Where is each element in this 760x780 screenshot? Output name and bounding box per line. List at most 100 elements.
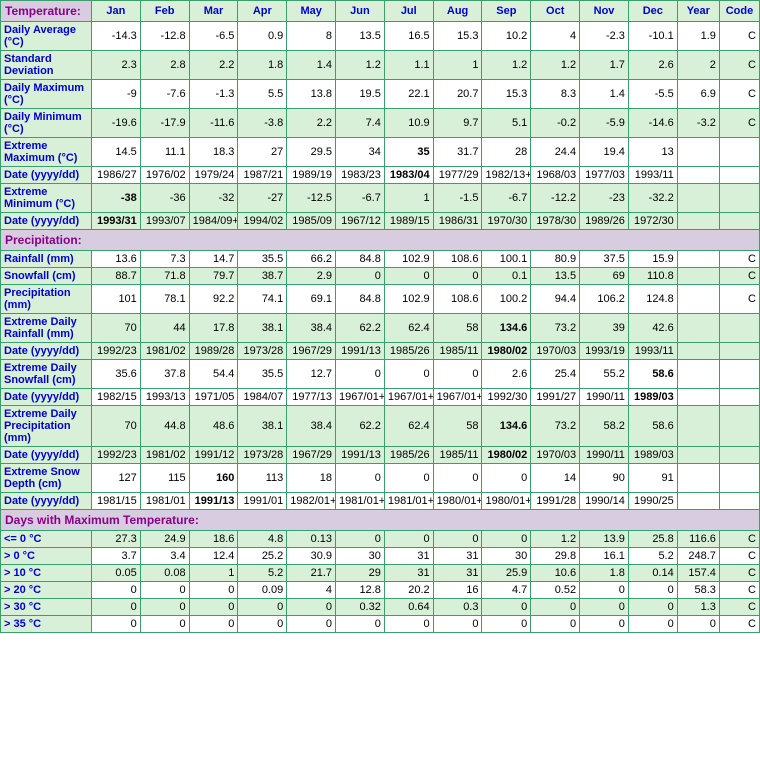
- col-header-link[interactable]: Mar: [204, 5, 224, 17]
- row-header-link[interactable]: > 30 °C: [4, 601, 41, 613]
- row-header-link[interactable]: Extreme Minimum (°C): [4, 186, 75, 210]
- row-header-link[interactable]: Daily Average (°C): [4, 24, 76, 48]
- col-header-link[interactable]: Nov: [594, 5, 615, 17]
- row-header-link[interactable]: > 35 °C: [4, 618, 41, 630]
- cell: 0: [677, 616, 719, 633]
- cell: 2.2: [189, 51, 238, 80]
- col-header: Jan: [91, 1, 140, 22]
- row-header-link[interactable]: Date (yyyy/dd): [4, 391, 79, 403]
- col-header-link[interactable]: Jun: [350, 5, 370, 17]
- cell: 70: [91, 406, 140, 447]
- col-header: Nov: [580, 1, 629, 22]
- cell: 30: [482, 548, 531, 565]
- row-header-link[interactable]: Extreme Daily Rainfall (mm): [4, 316, 77, 340]
- cell: [719, 343, 759, 360]
- cell: -6.7: [482, 184, 531, 213]
- row-header-link[interactable]: Extreme Snow Depth (cm): [4, 466, 80, 490]
- cell: [719, 447, 759, 464]
- col-header-link[interactable]: Oct: [546, 5, 564, 17]
- cell: 20.7: [433, 80, 482, 109]
- cell: 2.2: [287, 109, 336, 138]
- section-link[interactable]: Precipitation:: [5, 233, 82, 247]
- col-header-link[interactable]: Aug: [447, 5, 468, 17]
- row-header-link[interactable]: Date (yyyy/dd): [4, 215, 79, 227]
- cell: 58: [433, 314, 482, 343]
- row-header-link[interactable]: <= 0 °C: [4, 533, 41, 545]
- row-header-link[interactable]: > 0 °C: [4, 550, 35, 562]
- cell: 1993/11: [628, 343, 677, 360]
- col-header-link[interactable]: Year: [687, 5, 710, 17]
- cell: 34: [336, 138, 385, 167]
- cell: 29.8: [531, 548, 580, 565]
- col-header-link[interactable]: Sep: [496, 5, 516, 17]
- section-link[interactable]: Days with Maximum Temperature:: [5, 513, 199, 527]
- table-row: > 20 °C0000.09412.820.2164.70.520058.3C: [1, 582, 760, 599]
- cell: 38.7: [238, 268, 287, 285]
- cell: 1991/13: [336, 447, 385, 464]
- cell: 0: [482, 464, 531, 493]
- row-header-link[interactable]: Date (yyyy/dd): [4, 345, 79, 357]
- cell: 0: [580, 582, 629, 599]
- cell: 10.9: [384, 109, 433, 138]
- row-header-link[interactable]: > 10 °C: [4, 567, 41, 579]
- cell: [677, 493, 719, 510]
- row-header-link[interactable]: Extreme Daily Snowfall (cm): [4, 362, 77, 386]
- cell: C: [719, 22, 759, 51]
- cell: 3.4: [140, 548, 189, 565]
- row-header-link[interactable]: Precipitation (mm): [4, 287, 71, 311]
- cell: [677, 464, 719, 493]
- row-header: Extreme Daily Precipitation (mm): [1, 406, 92, 447]
- cell: 102.9: [384, 251, 433, 268]
- cell: 1.2: [336, 51, 385, 80]
- col-header-link[interactable]: Code: [726, 5, 754, 17]
- row-header-link[interactable]: Extreme Daily Precipitation (mm): [4, 408, 77, 444]
- row-header: > 35 °C: [1, 616, 92, 633]
- cell: 1989/15: [384, 213, 433, 230]
- cell: -3.2: [677, 109, 719, 138]
- cell: 18.3: [189, 138, 238, 167]
- section-link[interactable]: Temperature:: [5, 4, 81, 18]
- col-header-link[interactable]: Jan: [106, 5, 125, 17]
- cell: -17.9: [140, 109, 189, 138]
- cell: 1984/09+: [189, 213, 238, 230]
- cell: 31.7: [433, 138, 482, 167]
- row-header-link[interactable]: Rainfall (mm): [4, 253, 74, 265]
- col-header-link[interactable]: Apr: [253, 5, 272, 17]
- cell: 58: [433, 406, 482, 447]
- row-header-link[interactable]: Daily Maximum (°C): [4, 82, 84, 106]
- cell: 0: [91, 582, 140, 599]
- table-row: > 0 °C3.73.412.425.230.93031313029.816.1…: [1, 548, 760, 565]
- cell: 1983/04: [384, 167, 433, 184]
- cell: 80.9: [531, 251, 580, 268]
- cell: 20.2: [384, 582, 433, 599]
- cell: 1972/30: [628, 213, 677, 230]
- row-header-link[interactable]: Standard Deviation: [4, 53, 54, 77]
- col-header-link[interactable]: Feb: [155, 5, 175, 17]
- cell: 0: [238, 616, 287, 633]
- row-header-link[interactable]: Daily Minimum (°C): [4, 111, 82, 135]
- row-header-link[interactable]: Date (yyyy/dd): [4, 495, 79, 507]
- cell: 0: [482, 599, 531, 616]
- col-header-link[interactable]: Dec: [643, 5, 663, 17]
- col-header-link[interactable]: Jul: [401, 5, 417, 17]
- cell: C: [719, 80, 759, 109]
- cell: 0: [91, 616, 140, 633]
- row-header: > 0 °C: [1, 548, 92, 565]
- cell: 1986/27: [91, 167, 140, 184]
- row-header-link[interactable]: Snowfall (cm): [4, 270, 76, 282]
- cell: 8.3: [531, 80, 580, 109]
- cell: -12.2: [531, 184, 580, 213]
- cell: 0: [336, 531, 385, 548]
- row-header-link[interactable]: Extreme Maximum (°C): [4, 140, 77, 164]
- cell: C: [719, 565, 759, 582]
- row-header-link[interactable]: Date (yyyy/dd): [4, 449, 79, 461]
- col-header-link[interactable]: May: [300, 5, 321, 17]
- cell: 1990/25: [628, 493, 677, 510]
- cell: -5.9: [580, 109, 629, 138]
- cell: 0.32: [336, 599, 385, 616]
- cell: 13.5: [336, 22, 385, 51]
- row-header-link[interactable]: Date (yyyy/dd): [4, 169, 79, 181]
- row-header-link[interactable]: > 20 °C: [4, 584, 41, 596]
- cell: 1971/05: [189, 389, 238, 406]
- cell: 1990/11: [580, 447, 629, 464]
